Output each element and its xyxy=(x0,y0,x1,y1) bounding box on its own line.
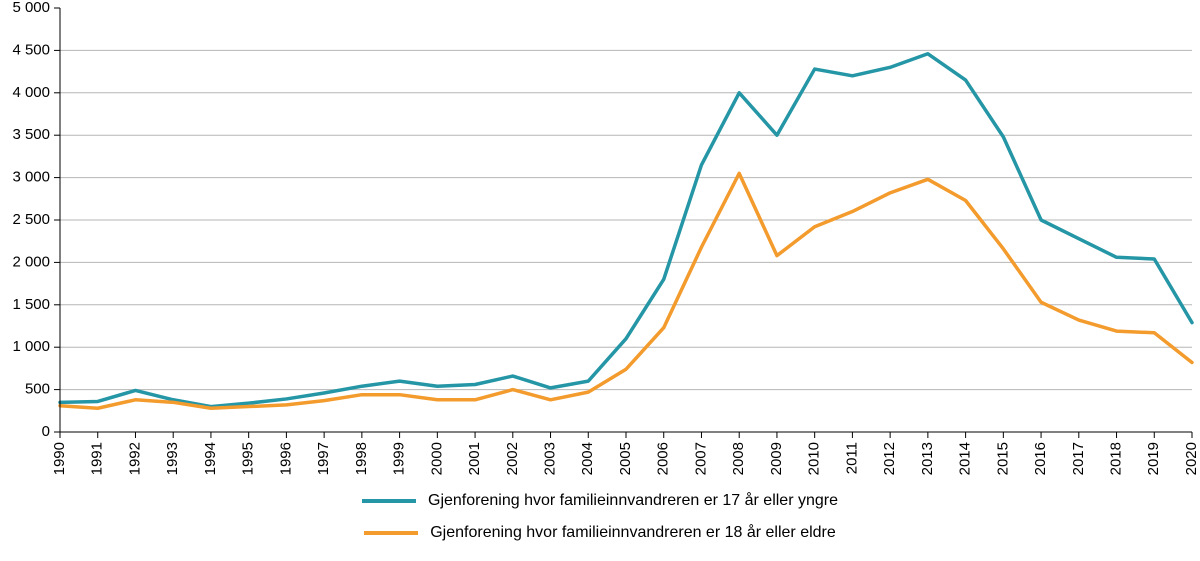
chart-bg xyxy=(0,0,1200,561)
y-tick-label: 4 500 xyxy=(12,41,50,58)
y-tick-label: 4 000 xyxy=(12,84,50,101)
x-tick-label: 1997 xyxy=(315,442,332,475)
x-tick-label: 2011 xyxy=(843,442,860,474)
x-tick-label: 2006 xyxy=(655,442,672,475)
line-chart: 0 500 1 000 1 500 2 000 2 500 3 000 3 500 4 000 4… xyxy=(0,0,1200,561)
x-tick-label: 1994 xyxy=(202,442,219,475)
x-tick-label: 2001 xyxy=(466,442,483,475)
x-tick-label: 2018 xyxy=(1108,442,1125,475)
x-tick-label: 2017 xyxy=(1070,442,1087,475)
legend-label: Gjenforening hvor familieinnvandreren er… xyxy=(430,524,836,542)
x-tick-label: 2008 xyxy=(730,442,747,475)
x-tick-label: 2016 xyxy=(1032,442,1049,475)
x-tick-label: 2005 xyxy=(617,442,634,475)
chart-svg: 0 500 1 000 1 500 2 000 2 500 3 000 3 500 4 000 4… xyxy=(0,0,1200,561)
y-tick-label: 1 000 xyxy=(12,338,50,355)
x-tick-label: 2009 xyxy=(768,442,785,475)
y-tick-label: 500 xyxy=(25,381,50,398)
legend-item-under17: Gjenforening hvor familieinnvandreren er… xyxy=(362,492,838,510)
x-tick-label: 2019 xyxy=(1145,442,1162,475)
x-tick-label: 1995 xyxy=(240,442,257,475)
y-tick-label: 3 000 xyxy=(12,169,50,186)
x-tick-label: 1990 xyxy=(51,442,68,475)
x-tick-label: 2013 xyxy=(919,442,936,475)
y-tick-label: 2 500 xyxy=(12,211,50,228)
x-tick-label: 1991 xyxy=(89,442,106,475)
x-tick-label: 1993 xyxy=(164,442,181,475)
x-tick-label: 2003 xyxy=(542,442,559,475)
x-tick-label: 2007 xyxy=(692,442,709,475)
x-tick-label: 2010 xyxy=(806,442,823,475)
y-tick-label: 5 000 xyxy=(12,0,50,16)
y-tick-label: 0 xyxy=(42,423,50,440)
x-tick-label: 1996 xyxy=(277,442,294,475)
legend-item-over18: Gjenforening hvor familieinnvandreren er… xyxy=(364,524,836,542)
chart-legend: Gjenforening hvor familieinnvandreren er… xyxy=(0,490,1200,546)
x-tick-label: 2004 xyxy=(579,442,596,475)
x-tick-label: 1992 xyxy=(126,442,143,475)
x-tick-label: 2000 xyxy=(428,442,445,475)
x-tick-label: 2015 xyxy=(994,442,1011,475)
x-tick-label: 1999 xyxy=(391,442,408,475)
legend-label: Gjenforening hvor familieinnvandreren er… xyxy=(428,492,838,510)
legend-swatch xyxy=(362,499,416,503)
legend-swatch xyxy=(364,531,418,535)
x-tick-label: 2012 xyxy=(881,442,898,475)
x-tick-label: 2002 xyxy=(504,442,521,475)
x-tick-label: 2020 xyxy=(1183,442,1200,475)
y-tick-label: 3 500 xyxy=(12,126,50,143)
x-tick-label: 1998 xyxy=(353,442,370,475)
y-tick-label: 1 500 xyxy=(12,296,50,313)
x-tick-label: 2014 xyxy=(957,442,974,475)
y-tick-label: 2 000 xyxy=(12,253,50,270)
